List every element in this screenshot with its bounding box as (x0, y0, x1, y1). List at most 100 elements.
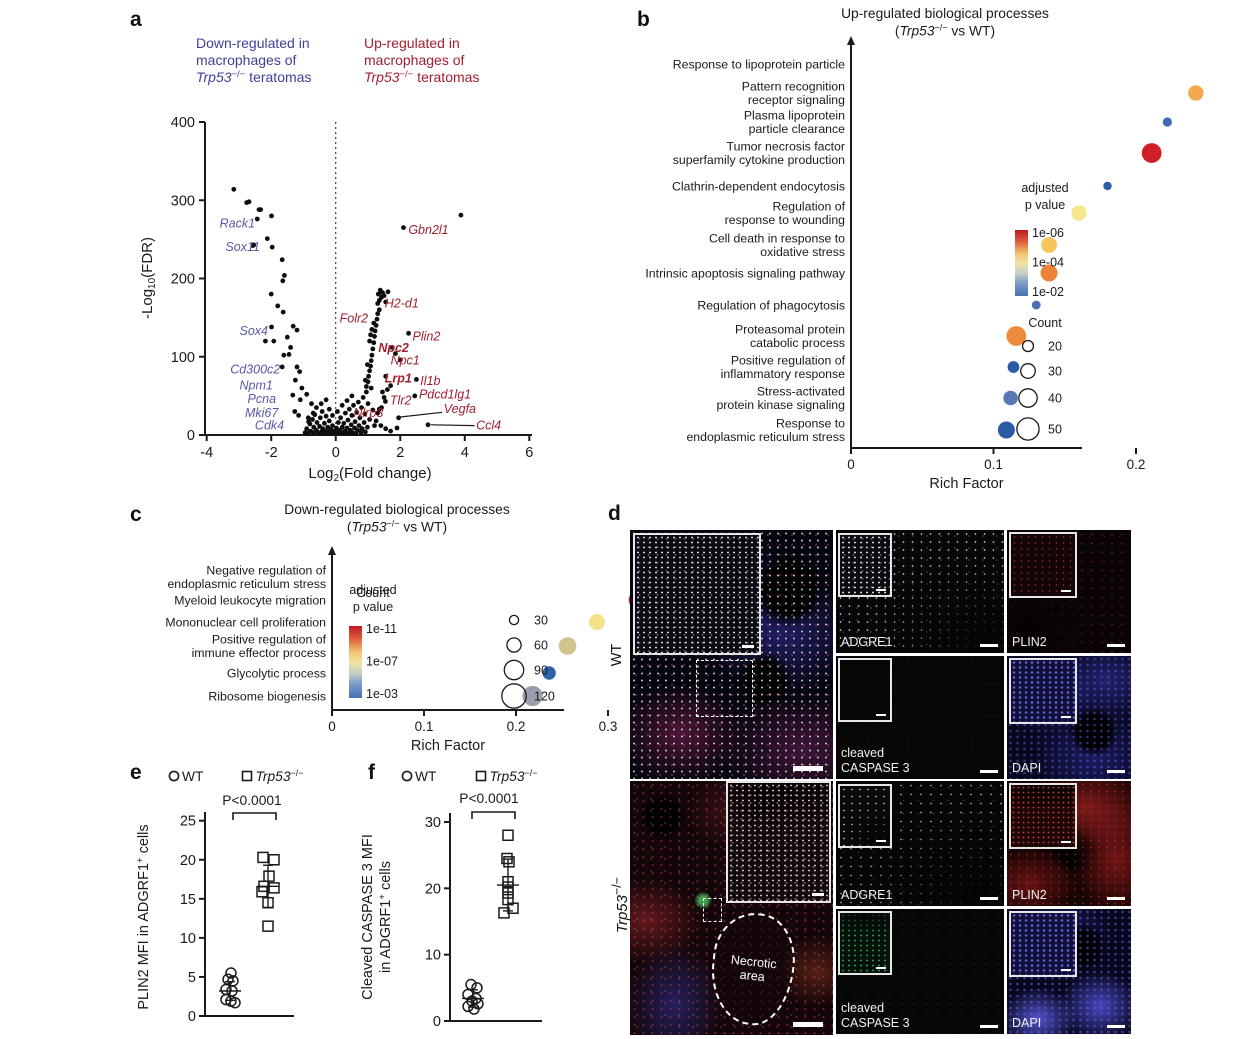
svg-text:receptor signaling: receptor signaling (748, 93, 845, 107)
scale-bar (980, 769, 998, 773)
svg-text:WT: WT (415, 769, 437, 784)
svg-text:0: 0 (188, 1009, 196, 1025)
svg-text:90: 90 (534, 664, 548, 678)
svg-text:0: 0 (332, 445, 340, 461)
row-label-trp53: Trp53−/− (607, 835, 631, 975)
svg-text:Proteasomal protein: Proteasomal protein (735, 323, 845, 337)
svg-text:oxidative stress: oxidative stress (760, 245, 845, 259)
svg-text:Myeloid leukocyte migration: Myeloid leukocyte migration (174, 594, 326, 608)
svg-text:0: 0 (433, 1014, 441, 1030)
svg-text:Sox11: Sox11 (225, 240, 260, 254)
plin2-mfi-plot: WT Trp53−/− P<0.0001 0 5 10 15 20 25 PLIN2 MFI in… (135, 768, 304, 1025)
channel-label: ADGRE1 (841, 635, 893, 649)
panel-label-f: f (368, 761, 375, 784)
svg-text:5: 5 (188, 970, 196, 986)
scale-bar (980, 1024, 998, 1028)
svg-text:-4: -4 (200, 445, 213, 461)
panel-label-d: d (608, 502, 621, 525)
svg-text:Cd300c2: Cd300c2 (230, 362, 280, 376)
svg-text:25: 25 (180, 814, 196, 830)
svg-text:catabolic process: catabolic process (750, 336, 845, 350)
scale-bar (742, 645, 754, 648)
trp53-merged-inset (726, 781, 831, 903)
svg-text:0.1: 0.1 (984, 457, 1003, 472)
channel-label: DAPI (1012, 761, 1042, 775)
svg-text:Response to lipoprotein partic: Response to lipoprotein particle (673, 58, 845, 72)
svg-text:immune effector process: immune effector process (192, 646, 326, 660)
svg-text:macrophages of: macrophages of (364, 52, 465, 68)
svg-text:200: 200 (171, 272, 195, 288)
svg-text:WT: WT (182, 769, 204, 784)
svg-text:Folr2: Folr2 (340, 311, 369, 325)
svg-text:100: 100 (171, 350, 195, 366)
svg-text:p value: p value (353, 600, 393, 614)
svg-text:Up-regulated in: Up-regulated in (364, 35, 460, 51)
trp53-adgre1-inset (838, 784, 892, 848)
svg-text:Cleaved CASPASE 3 MFI: Cleaved CASPASE 3 MFI (360, 834, 376, 1000)
svg-text:1e-11: 1e-11 (366, 622, 397, 636)
svg-text:p value: p value (1025, 198, 1065, 212)
micrograph-wt-caspase3: cleaved CASPASE 3 (836, 656, 1004, 779)
wt-adgre1-inset (838, 533, 892, 597)
svg-text:Count: Count (356, 586, 390, 600)
svg-text:50: 50 (1048, 423, 1062, 437)
svg-text:Intrinsic apoptosis signaling: Intrinsic apoptosis signaling pathway (645, 267, 845, 281)
wt-caspase3-inset (838, 658, 892, 722)
svg-text:inflammatory response: inflammatory response (721, 367, 846, 381)
svg-text:Log2(Fold change): Log2(Fold change) (308, 465, 431, 484)
svg-text:1e-06: 1e-06 (1032, 226, 1064, 240)
svg-text:1e-04: 1e-04 (1032, 256, 1064, 270)
micrograph-trp53-plin2: PLIN2 (1007, 781, 1131, 906)
svg-text:P<0.0001: P<0.0001 (459, 791, 518, 806)
svg-text:endoplasmic reticulum stress: endoplasmic reticulum stress (686, 430, 845, 444)
svg-text:Lrp1: Lrp1 (385, 372, 412, 386)
svg-text:Ribosome biogenesis: Ribosome biogenesis (208, 690, 326, 704)
svg-text:Sox4: Sox4 (239, 324, 268, 338)
svg-text:10: 10 (425, 948, 441, 964)
svg-text:400: 400 (171, 115, 195, 131)
svg-text:30: 30 (425, 815, 441, 831)
svg-text:Mki67: Mki67 (245, 406, 279, 420)
channel-label: PLIN2 (1012, 888, 1047, 902)
upregulated-dotplot: Up-regulated biological processes (Trp53−… (645, 6, 1204, 492)
scale-bar (1061, 840, 1071, 843)
row-label-wt: WT (607, 585, 627, 725)
svg-text:adjusted: adjusted (1021, 181, 1068, 195)
wt-plin2-inset (1009, 532, 1077, 598)
scale-bar (793, 766, 823, 771)
scale-bar (1107, 896, 1125, 900)
panel-label-a: a (130, 8, 142, 31)
svg-text:superfamily cytokine productio: superfamily cytokine production (673, 153, 845, 167)
svg-text:Pcna: Pcna (248, 392, 277, 406)
svg-text:P<0.0001: P<0.0001 (222, 793, 281, 808)
svg-text:Plasma lipoprotein: Plasma lipoprotein (744, 109, 845, 123)
svg-text:6: 6 (525, 445, 533, 461)
svg-text:Npc1: Npc1 (391, 354, 420, 368)
trp53-plin2-inset (1009, 783, 1077, 849)
svg-text:Plin2: Plin2 (413, 329, 441, 343)
svg-text:particle clearance: particle clearance (749, 122, 846, 136)
channel-label: DAPI (1012, 1016, 1042, 1030)
scale-bar (876, 839, 886, 842)
caspase3-mfi-plot: WT Trp53−/− P<0.0001 0 10 20 30 Cleaved CASPASE… (360, 768, 542, 1030)
svg-text:endoplasmic reticulum stress: endoplasmic reticulum stress (167, 577, 326, 591)
channel-label: ADGRE1 (841, 888, 893, 902)
svg-text:adjusted: adjusted (349, 583, 396, 597)
scale-bar (876, 966, 886, 969)
svg-text:-Log10(FDR): -Log10(FDR) (139, 237, 158, 319)
svg-text:1e-03: 1e-03 (366, 687, 398, 701)
channel-label: cleaved CASPASE 3 (841, 1001, 910, 1030)
svg-text:Rich Factor: Rich Factor (929, 476, 1003, 492)
necrotic-area-label: Necrotic area (730, 952, 778, 985)
svg-text:H2-d1: H2-d1 (385, 297, 419, 311)
scale-bar (1061, 968, 1071, 971)
channel-label: PLIN2 (1012, 635, 1047, 649)
svg-text:Glycolytic process: Glycolytic process (227, 667, 326, 681)
svg-text:Il1b: Il1b (420, 374, 440, 388)
svg-text:Nlrp3: Nlrp3 (353, 406, 383, 420)
svg-text:0.2: 0.2 (507, 719, 526, 734)
micrograph-wt-adgre1: ADGRE1 (836, 530, 1004, 653)
svg-text:0: 0 (328, 719, 336, 734)
scale-bar (876, 588, 886, 591)
